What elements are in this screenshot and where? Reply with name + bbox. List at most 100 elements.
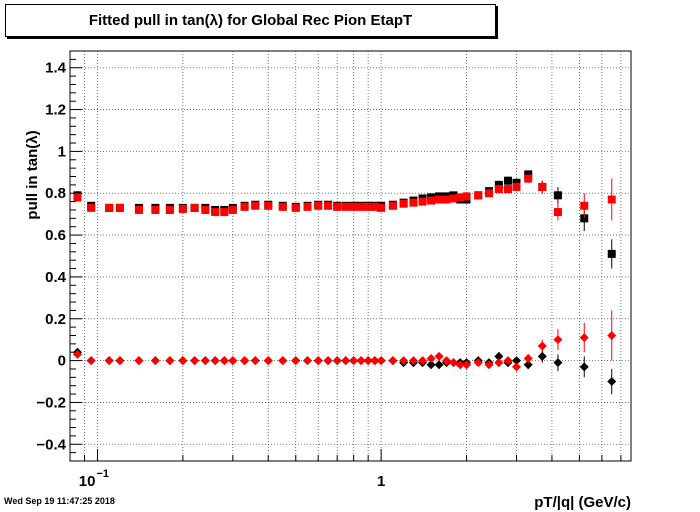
y-tick-label: 0.8: [45, 185, 66, 202]
data-point-diamond: [455, 360, 465, 370]
data-point-square: [512, 182, 521, 191]
data-point-diamond: [523, 354, 533, 363]
data-point-square: [324, 201, 333, 210]
y-tick-label: 0: [58, 353, 66, 370]
data-point-square: [341, 202, 350, 211]
data-point-square: [553, 191, 562, 200]
data-point-diamond: [323, 356, 333, 366]
data-point-square: [333, 202, 342, 211]
data-point-diamond: [313, 356, 323, 366]
data-point-diamond: [484, 360, 494, 370]
data-point-square: [607, 249, 616, 258]
data-point-diamond: [332, 356, 342, 366]
data-point-square: [442, 195, 451, 204]
data-point-square: [115, 203, 124, 212]
data-point-square: [370, 202, 379, 211]
data-point-diamond: [537, 351, 547, 361]
data-point-diamond: [263, 356, 273, 366]
axis-ticks: [69, 58, 622, 461]
x-axis-label: pT/|q| (GeV/c): [534, 494, 631, 511]
data-point-diamond: [228, 356, 238, 366]
data-point-diamond: [341, 356, 351, 366]
data-point-diamond: [356, 356, 366, 366]
data-point-square: [503, 176, 512, 185]
data-point-diamond: [442, 356, 452, 366]
data-point-square: [134, 205, 143, 214]
data-point-diamond: [408, 356, 418, 366]
y-tick-label: −0.4: [36, 436, 66, 453]
data-point-diamond: [134, 356, 144, 366]
data-point-square: [524, 174, 533, 183]
data-point-square: [220, 208, 229, 217]
data-point-diamond: [165, 356, 175, 366]
data-point-square: [178, 204, 187, 213]
data-point-square: [151, 205, 160, 214]
data-point-diamond: [349, 356, 359, 366]
data-point-diamond: [537, 341, 547, 351]
data-point-square: [105, 203, 114, 212]
data-point-square: [580, 201, 589, 210]
y-tick-label: 1: [58, 143, 66, 160]
data-point-square: [291, 203, 300, 212]
data-point-diamond: [607, 330, 617, 340]
data-point-diamond: [553, 358, 563, 368]
data-point-square: [278, 202, 287, 211]
data-point-diamond: [607, 377, 617, 387]
data-point-diamond: [434, 360, 444, 370]
data-point-square: [349, 202, 358, 211]
y-tick-label: 1.4: [45, 60, 67, 77]
data-point-square: [474, 191, 483, 200]
y-tick-label: 1.2: [45, 102, 66, 119]
y-tick-label: 0.4: [45, 269, 67, 286]
data-point-square: [449, 194, 458, 203]
data-point-diamond: [553, 335, 563, 345]
data-point-diamond: [426, 354, 436, 363]
data-point-diamond: [219, 356, 229, 366]
data-point-square: [303, 202, 312, 211]
data-markers: [72, 170, 617, 395]
data-point-diamond: [462, 360, 472, 370]
data-point-diamond: [449, 358, 459, 368]
data-point-square: [607, 195, 616, 204]
x-tick-label: 1: [377, 473, 385, 490]
grid-lines: [69, 51, 631, 461]
data-point-diamond: [426, 360, 436, 370]
data-point-square: [264, 201, 273, 210]
data-point-square: [211, 208, 220, 217]
data-point-diamond: [376, 356, 386, 366]
data-point-diamond: [278, 356, 288, 366]
y-tick-label: 0.2: [45, 311, 66, 328]
data-point-diamond: [240, 356, 250, 366]
data-point-square: [538, 182, 547, 191]
data-point-diamond: [363, 356, 373, 366]
timestamp: Wed Sep 19 11:47:25 2018: [4, 496, 115, 506]
y-axis-label: pull in tan(λ): [24, 130, 41, 219]
chart-title: Fitted pull in tan(λ) for Global Rec Pio…: [88, 12, 413, 29]
data-point-diamond: [210, 356, 220, 366]
data-point-square: [314, 201, 323, 210]
data-point-square: [251, 201, 260, 210]
data-point-diamond: [473, 358, 483, 368]
x-tick-label-exponent: −1: [96, 468, 109, 480]
x-tick-label-base: 10: [79, 473, 96, 490]
data-point-diamond: [434, 351, 444, 361]
data-point-diamond: [579, 333, 589, 343]
data-point-square: [73, 193, 82, 202]
y-tick-label: −0.2: [36, 394, 66, 411]
data-point-square: [357, 202, 366, 211]
data-point-diamond: [523, 360, 533, 370]
data-point-diamond: [190, 356, 200, 366]
data-point-diamond: [511, 356, 521, 366]
data-point-square: [409, 198, 418, 207]
data-point-diamond: [178, 356, 188, 366]
data-point-diamond: [399, 356, 409, 366]
data-point-square: [427, 196, 436, 205]
data-point-square: [364, 202, 373, 211]
data-point-square: [201, 205, 210, 214]
chart-title-box: Fitted pull in tan(λ) for Global Rec Pio…: [5, 4, 496, 37]
data-point-square: [484, 189, 493, 198]
data-point-square: [190, 203, 199, 212]
y-tick-label: 0.6: [45, 227, 66, 244]
data-point-square: [87, 203, 96, 212]
